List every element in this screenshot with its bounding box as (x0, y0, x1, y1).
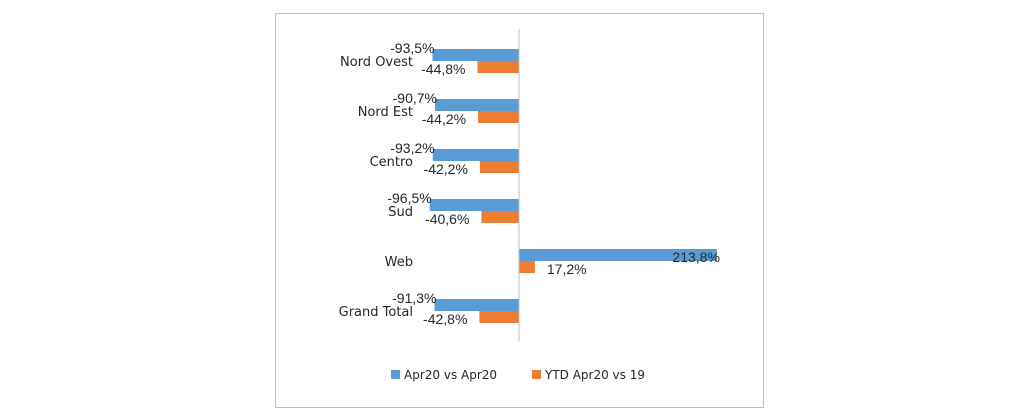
bar-apr20-vs-apr20 (435, 99, 519, 111)
bar-ytd-apr20-vs-19 (478, 111, 519, 123)
bar-ytd-apr20-vs-19 (479, 311, 519, 323)
legend-label: YTD Apr20 vs 19 (544, 368, 645, 382)
category-label: Web (385, 255, 413, 270)
category-label: Grand Total (339, 305, 413, 320)
bar-apr20-vs-apr20 (519, 249, 717, 261)
data-label: -96,5% (387, 190, 431, 206)
bar-ytd-apr20-vs-19 (481, 211, 519, 223)
legend-label: Apr20 vs Apr20 (404, 368, 497, 382)
data-label: 17,2% (547, 261, 587, 277)
bar-apr20-vs-apr20 (432, 149, 519, 161)
data-label: -93,2% (390, 140, 434, 156)
data-label: -42,2% (424, 161, 468, 177)
data-label: -40,6% (425, 211, 469, 227)
bar-ytd-apr20-vs-19 (479, 161, 519, 173)
data-label: -91,3% (392, 290, 436, 306)
bar-apr20-vs-apr20 (432, 49, 519, 61)
category-label: Centro (370, 155, 413, 170)
legend-swatch-ytd-apr20-vs-19 (532, 370, 541, 379)
data-label: -44,8% (421, 61, 465, 77)
category-label: Nord Ovest (340, 55, 413, 70)
bar-ytd-apr20-vs-19 (519, 261, 535, 273)
chart-frame: Nord Ovest -93,5% -44,8% Nord Est -90,7% -44,… (275, 13, 764, 408)
data-label: -90,7% (393, 90, 437, 106)
bar-apr20-vs-apr20 (434, 299, 519, 311)
bar-apr20-vs-apr20 (429, 199, 519, 211)
bar-chart: Nord Ovest-93,5% -44,8% Nord Est-90,7% -44,… (339, 29, 720, 382)
data-label: -42,8% (423, 311, 467, 327)
category-label: Sud (388, 205, 413, 220)
category-label: Nord Est (358, 105, 413, 120)
bar-ytd-apr20-vs-19 (477, 61, 519, 73)
data-label: -44,2% (422, 111, 466, 127)
data-label: -93,5% (390, 40, 434, 56)
legend-swatch-apr20-vs-apr20 (391, 370, 400, 379)
data-label: 213,8% (672, 249, 719, 265)
